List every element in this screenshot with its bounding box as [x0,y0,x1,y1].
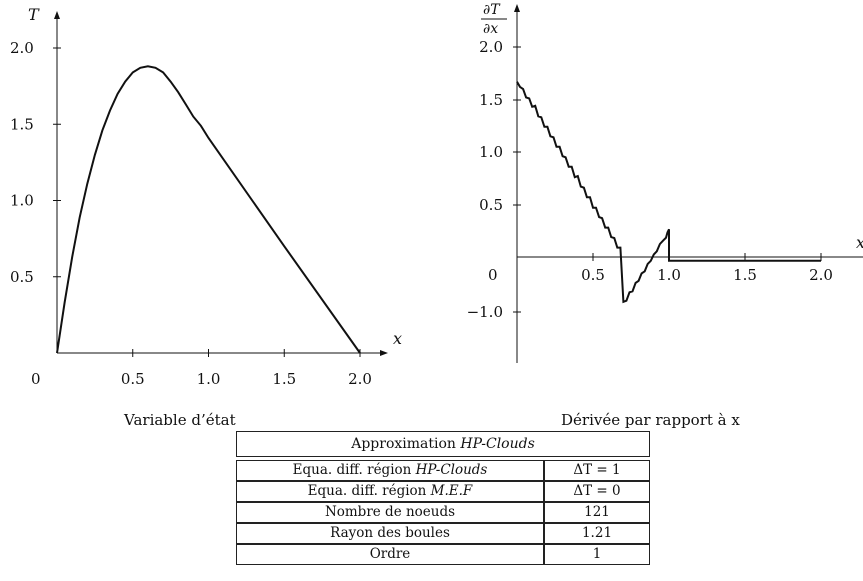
parameter-value: ΔT = 0 [544,481,650,502]
y-axis-arrow [514,4,520,12]
origin-label: 0 [31,370,41,388]
derivative-chart: ∂T ∂x x 0.5 1.0 1.5 2.0 2.0 1.5 1.0 0.5 0 −1.0 [467,2,863,363]
series-line [516,81,821,304]
x-tick-label: 1.0 [197,370,221,388]
parameter-name: Equa. diff. région M.E.F [236,481,544,502]
series-line [56,65,361,354]
x-ticks: 0.5 1.0 1.5 2.0 [121,349,372,388]
y-tick-label: 0.5 [479,196,503,214]
parameter-name-text: Nombre de noeuds [324,504,456,520]
table-row: Rayon des boules 1.21 [236,523,650,544]
y-tick-label: 1.5 [10,115,34,133]
y-tick-label: −1.0 [467,303,503,321]
y-axis-arrow [54,11,60,19]
y-tick-label: 1.5 [479,91,503,109]
table-title: Approximation HP-Clouds [236,431,650,457]
parameter-value: 121 [544,502,650,523]
x-axis-label: x [856,233,863,252]
parameter-name-text: Ordre [369,546,411,562]
parameter-name: Nombre de noeuds [236,502,544,523]
axes [514,4,863,363]
parameter-name: Ordre [236,544,544,565]
y-tick-label: 2.0 [10,39,34,57]
y-axis-label-numerator: ∂T [483,2,501,18]
y-ticks: 0.5 1.0 1.5 2.0 [10,39,61,286]
x-tick-label: 0.5 [581,266,605,284]
parameter-value: 1.21 [544,523,650,544]
x-axis-label: x [393,329,402,348]
left-caption: Variable d’état [124,411,236,429]
parameter-value: ΔT = 1 [544,460,650,481]
y-tick-label: 0.5 [10,268,34,286]
x-tick-label: 2.0 [809,266,833,284]
y-tick-label: 1.0 [479,143,503,161]
table-row: Equa. diff. région M.E.F ΔT = 0 [236,481,650,502]
y-tick-label: 2.0 [479,38,503,56]
y-tick-label: 0 [488,266,498,284]
parameter-name-emphasis: M.E.F [430,483,473,499]
x-ticks: 0.5 1.0 1.5 2.0 [581,253,833,284]
parameters-table: Equa. diff. région HP-Clouds ΔT = 1 Equa. … [236,460,650,565]
axes [54,11,388,356]
x-tick-label: 1.5 [272,370,296,388]
right-caption: Dérivée par rapport à x [561,411,740,429]
y-tick-label: 1.0 [10,192,34,210]
x-tick-label: 1.5 [733,266,757,284]
state-variable-chart: T x 0 0.5 1.0 1.5 2.0 0.5 1.0 1.5 2.0 [10,5,402,388]
parameter-name: Rayon des boules [236,523,544,544]
x-tick-label: 1.0 [657,266,681,284]
y-ticks: 2.0 1.5 1.0 0.5 0 −1.0 [467,38,521,321]
table-row: Nombre de noeuds 121 [236,502,650,523]
table-title-text: Approximation [351,436,461,452]
x-tick-label: 0.5 [121,370,145,388]
table-row: Ordre 1 [236,544,650,565]
parameter-name-text: Equa. diff. région [292,462,416,478]
table-row: Equa. diff. région HP-Clouds ΔT = 1 [236,460,650,481]
parameter-name-emphasis: HP-Clouds [415,462,488,478]
parameter-name: Equa. diff. région HP-Clouds [236,460,544,481]
y-axis-label-denominator: ∂x [483,21,498,37]
x-tick-label: 2.0 [348,370,372,388]
x-axis-arrow [380,350,388,356]
parameter-name-text: Rayon des boules [330,525,450,541]
y-axis-label: T [28,5,40,24]
parameter-value: 1 [544,544,650,565]
table-title-emphasis: HP-Clouds [460,436,535,452]
parameter-name-text: Equa. diff. région [307,483,431,499]
